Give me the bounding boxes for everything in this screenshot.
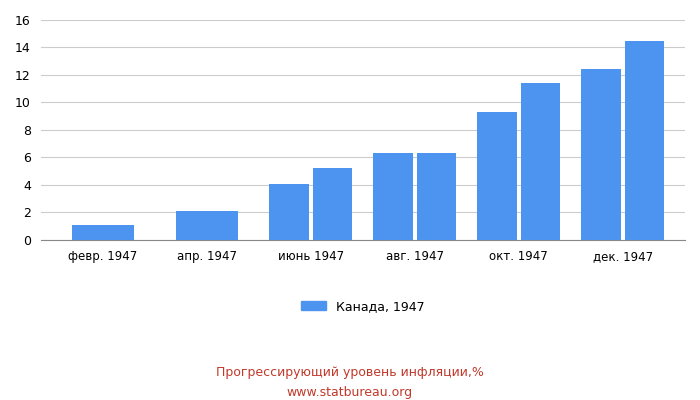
Bar bbox=[373, 153, 413, 240]
Bar bbox=[270, 184, 309, 240]
Text: Прогрессирующий уровень инфляции,%: Прогрессирующий уровень инфляции,% bbox=[216, 366, 484, 379]
Bar bbox=[416, 153, 456, 240]
Bar bbox=[72, 225, 134, 240]
Legend: Канада, 1947: Канада, 1947 bbox=[296, 295, 430, 318]
Bar bbox=[313, 168, 352, 240]
Text: www.statbureau.org: www.statbureau.org bbox=[287, 386, 413, 399]
Bar bbox=[477, 112, 517, 240]
Bar bbox=[176, 211, 238, 240]
Bar bbox=[581, 70, 621, 240]
Bar bbox=[521, 83, 560, 240]
Bar bbox=[624, 41, 664, 240]
